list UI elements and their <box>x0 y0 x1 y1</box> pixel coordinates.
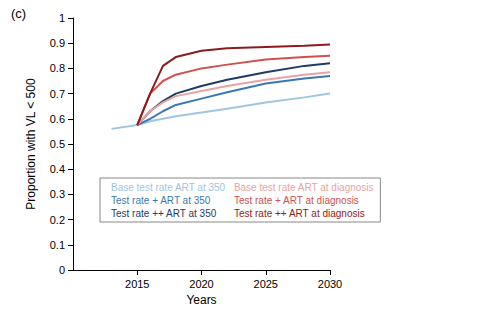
svg-text:0.7: 0.7 <box>50 88 65 100</box>
svg-text:Years: Years <box>186 293 216 307</box>
svg-text:0.8: 0.8 <box>50 62 65 74</box>
svg-text:Test rate + ART at diagnosis: Test rate + ART at diagnosis <box>234 195 359 206</box>
svg-text:0.2: 0.2 <box>50 214 65 226</box>
svg-text:0.3: 0.3 <box>50 188 65 200</box>
svg-text:0.1: 0.1 <box>50 239 65 251</box>
svg-text:2020: 2020 <box>189 278 213 290</box>
svg-text:0: 0 <box>59 264 65 276</box>
svg-text:(c): (c) <box>11 6 26 21</box>
svg-text:2030: 2030 <box>318 278 342 290</box>
svg-text:1: 1 <box>59 12 65 24</box>
svg-text:2025: 2025 <box>254 278 278 290</box>
svg-text:2015: 2015 <box>125 278 149 290</box>
svg-text:Test rate ++ ART at diagnosis: Test rate ++ ART at diagnosis <box>234 208 365 219</box>
svg-text:0.5: 0.5 <box>50 138 65 150</box>
svg-text:0.9: 0.9 <box>50 37 65 49</box>
svg-text:Base test rate ART at diagnosi: Base test rate ART at diagnosis <box>234 182 374 193</box>
svg-text:Test rate + ART at 350: Test rate + ART at 350 <box>111 195 211 206</box>
svg-text:Test rate ++ ART at 350: Test rate ++ ART at 350 <box>111 208 217 219</box>
svg-text:0.4: 0.4 <box>50 163 65 175</box>
svg-text:Base test rate ART at 350: Base test rate ART at 350 <box>111 182 226 193</box>
svg-text:Proportion with VL < 500: Proportion with VL < 500 <box>24 78 38 210</box>
svg-text:0.6: 0.6 <box>50 113 65 125</box>
